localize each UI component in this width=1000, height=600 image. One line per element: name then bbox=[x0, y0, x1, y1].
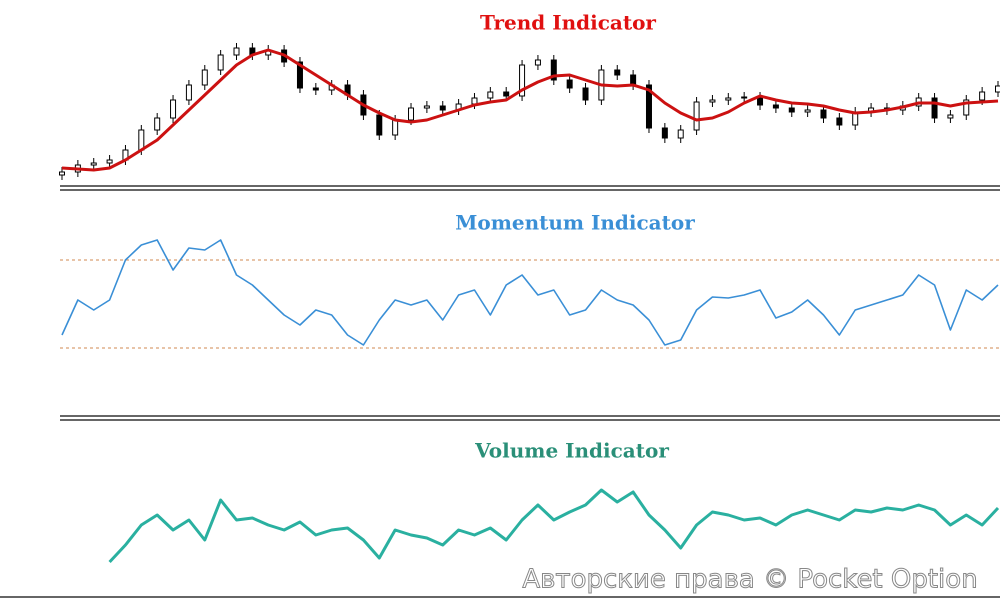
candle-body bbox=[836, 117, 843, 126]
candle-body bbox=[423, 105, 430, 109]
candle-body bbox=[566, 79, 573, 89]
candle-body bbox=[788, 107, 795, 113]
candle-body bbox=[614, 69, 621, 76]
candle-body bbox=[471, 97, 478, 105]
chart-title: Volume Indicator bbox=[474, 439, 669, 463]
candle-body bbox=[296, 61, 303, 89]
candle-body bbox=[582, 87, 589, 101]
line bbox=[61, 48, 999, 172]
candle-body bbox=[59, 171, 65, 176]
candle-body bbox=[677, 129, 684, 139]
candle-body bbox=[772, 104, 779, 109]
candle-body bbox=[170, 99, 177, 119]
line bbox=[108, 488, 1000, 564]
candle-body bbox=[963, 99, 970, 116]
candle-body bbox=[804, 109, 811, 113]
candle-body bbox=[979, 91, 986, 101]
candle-body bbox=[376, 114, 383, 136]
candle-body bbox=[154, 117, 161, 131]
candle-body bbox=[90, 162, 97, 166]
candle-body bbox=[106, 159, 113, 164]
candle-body bbox=[185, 84, 192, 101]
chart-title: Momentum Indicator bbox=[455, 211, 695, 235]
watermark: Авторские права © Pocket Option bbox=[522, 565, 977, 595]
candle-body bbox=[550, 59, 557, 81]
candle-body bbox=[645, 84, 652, 129]
candle-body bbox=[439, 105, 446, 111]
candle-body bbox=[487, 91, 494, 99]
candle-body bbox=[931, 97, 938, 119]
candle-body bbox=[661, 127, 668, 139]
candle-body bbox=[138, 129, 145, 151]
candle-body bbox=[725, 97, 732, 101]
candle-body bbox=[534, 59, 541, 66]
candle-body bbox=[693, 101, 700, 131]
candle-body bbox=[217, 54, 224, 71]
candle-body bbox=[947, 114, 954, 119]
candle-body bbox=[392, 119, 399, 136]
candle-body bbox=[995, 85, 1000, 93]
candle-body bbox=[519, 64, 526, 97]
candle-body bbox=[709, 99, 716, 103]
candle-body bbox=[741, 96, 748, 99]
line bbox=[61, 239, 999, 346]
separators bbox=[0, 185, 1000, 598]
candle-body bbox=[233, 47, 240, 56]
candle-body bbox=[820, 109, 827, 119]
candle-body bbox=[503, 91, 510, 97]
candle-body bbox=[201, 69, 208, 86]
candle-body bbox=[312, 87, 319, 91]
chart-title: Trend Indicator bbox=[480, 11, 656, 35]
candle-body bbox=[408, 107, 415, 121]
